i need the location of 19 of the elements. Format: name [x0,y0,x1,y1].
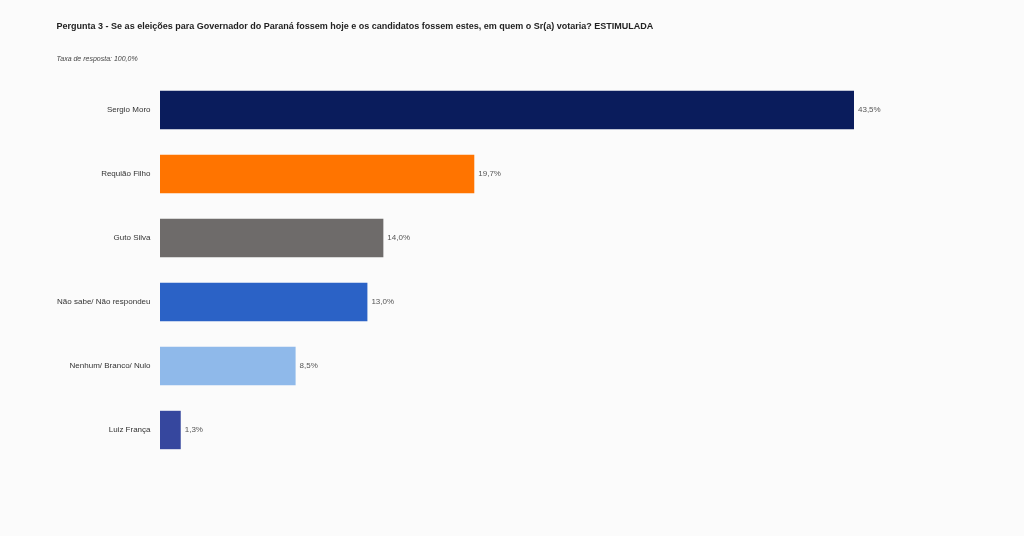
data-label: 14,0% [387,233,411,242]
data-label: 43,5% [858,105,881,114]
data-label: 19,7% [478,169,501,178]
bar [160,218,384,258]
y-tick-label: Guto Silva [113,233,152,242]
bar [160,346,296,386]
bar [160,282,368,322]
y-tick-label: Luiz França [108,425,152,434]
data-label: 1,3% [184,425,203,434]
bar [160,154,475,194]
bar [160,90,854,130]
y-tick-label: Não sabe/ Não respondeu [57,297,151,306]
y-tick-label: Sergio Moro [106,105,152,114]
bar [160,410,181,450]
data-label: 8,5% [299,361,318,370]
chart-title: Pergunta 3 - Se as eleições para Governador do Paraná fossem hoje e os candidatos fossem estes, em quem o Sr(a) votaria? ESTIMULADA [56,21,654,31]
y-tick-label: Nenhum/ Branco/ Nulo [69,361,152,370]
data-label: 13,0% [371,297,395,306]
y-tick-label: Requião Filho [101,169,152,178]
